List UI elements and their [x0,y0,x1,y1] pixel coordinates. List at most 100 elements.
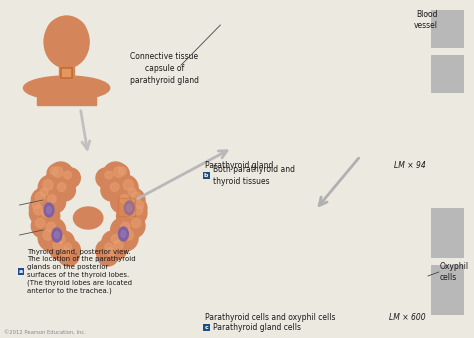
Circle shape [61,240,80,260]
Circle shape [64,171,72,179]
Circle shape [56,235,65,243]
Bar [431,208,464,258]
Circle shape [36,218,45,228]
Circle shape [131,192,141,202]
Text: Blood
vessel: Blood vessel [414,10,438,30]
Circle shape [37,185,57,205]
Circle shape [113,175,138,201]
Circle shape [49,236,73,260]
Ellipse shape [44,16,89,68]
Circle shape [121,214,145,238]
Circle shape [133,205,143,215]
Circle shape [54,179,75,201]
Circle shape [36,192,45,202]
Circle shape [110,191,132,213]
Circle shape [120,195,129,203]
Circle shape [53,240,63,250]
Text: Parathyroid gland cells: Parathyroid gland cells [212,323,301,332]
Circle shape [38,225,64,251]
Circle shape [109,164,129,184]
Circle shape [38,175,64,201]
Circle shape [118,167,127,175]
Circle shape [29,198,49,218]
Circle shape [31,188,55,212]
Bar [37,80,96,105]
Ellipse shape [55,232,59,239]
Circle shape [105,243,113,251]
Bar [431,265,464,315]
Circle shape [119,185,139,205]
Text: Oxyphil
cells: Oxyphil cells [440,262,469,282]
Circle shape [123,180,133,190]
Text: Both parathyroid and
thyroid tissues: Both parathyroid and thyroid tissues [212,165,294,186]
Bar [431,10,464,48]
Circle shape [97,244,118,266]
Circle shape [110,218,134,242]
Circle shape [123,201,147,225]
Circle shape [121,222,130,232]
Text: a: a [19,269,23,274]
Circle shape [57,183,66,191]
Circle shape [46,222,55,232]
Text: LM × 600: LM × 600 [390,313,426,322]
Circle shape [34,205,43,215]
Circle shape [117,205,138,227]
Circle shape [105,171,113,179]
Text: c: c [204,325,208,330]
Circle shape [64,243,72,251]
Text: ©2012 Pearson Education, Inc.: ©2012 Pearson Education, Inc. [4,330,86,335]
Circle shape [58,244,79,266]
Ellipse shape [24,76,109,100]
Circle shape [40,188,48,196]
Circle shape [48,162,73,188]
Text: Connective tissue
capsule of
parathyroid gland: Connective tissue capsule of parathyroid… [130,52,199,84]
Bar [118,198,135,216]
Ellipse shape [127,204,132,212]
Circle shape [113,167,124,177]
Ellipse shape [52,228,62,242]
Circle shape [126,209,135,217]
Circle shape [42,218,65,242]
Text: Thyroid gland, posterior view.
The location of the parathyroid
glands on the pos: Thyroid gland, posterior view. The locat… [27,249,136,294]
Ellipse shape [47,17,86,47]
Circle shape [131,218,141,228]
Text: Parathyroid cells and oxyphil cells: Parathyroid cells and oxyphil cells [205,313,335,322]
Circle shape [53,167,63,177]
Bar [203,324,210,331]
Circle shape [101,179,122,201]
Text: LM × 94: LM × 94 [394,161,426,170]
Circle shape [32,201,40,209]
Circle shape [61,168,80,188]
Circle shape [31,214,55,238]
Circle shape [104,236,128,260]
Text: Parathyroid gland: Parathyroid gland [205,161,273,170]
Ellipse shape [73,207,103,229]
Circle shape [121,188,145,212]
Circle shape [102,231,123,253]
Ellipse shape [46,207,51,214]
Circle shape [96,240,116,260]
Bar [59,62,74,84]
Bar [61,68,73,78]
Ellipse shape [121,231,126,238]
Circle shape [61,248,70,257]
Bar [203,172,210,179]
Text: b: b [204,173,209,178]
Circle shape [114,240,123,250]
Circle shape [111,235,120,243]
Ellipse shape [124,201,134,215]
Ellipse shape [118,227,128,241]
Bar [431,55,464,93]
Circle shape [38,205,60,227]
Circle shape [136,201,144,209]
Circle shape [42,209,50,217]
Circle shape [53,231,74,253]
Circle shape [113,225,138,251]
Circle shape [43,180,53,190]
Circle shape [47,195,56,203]
Circle shape [47,164,67,184]
Circle shape [103,162,128,188]
Circle shape [128,198,147,218]
Ellipse shape [44,203,54,217]
Circle shape [96,168,116,188]
